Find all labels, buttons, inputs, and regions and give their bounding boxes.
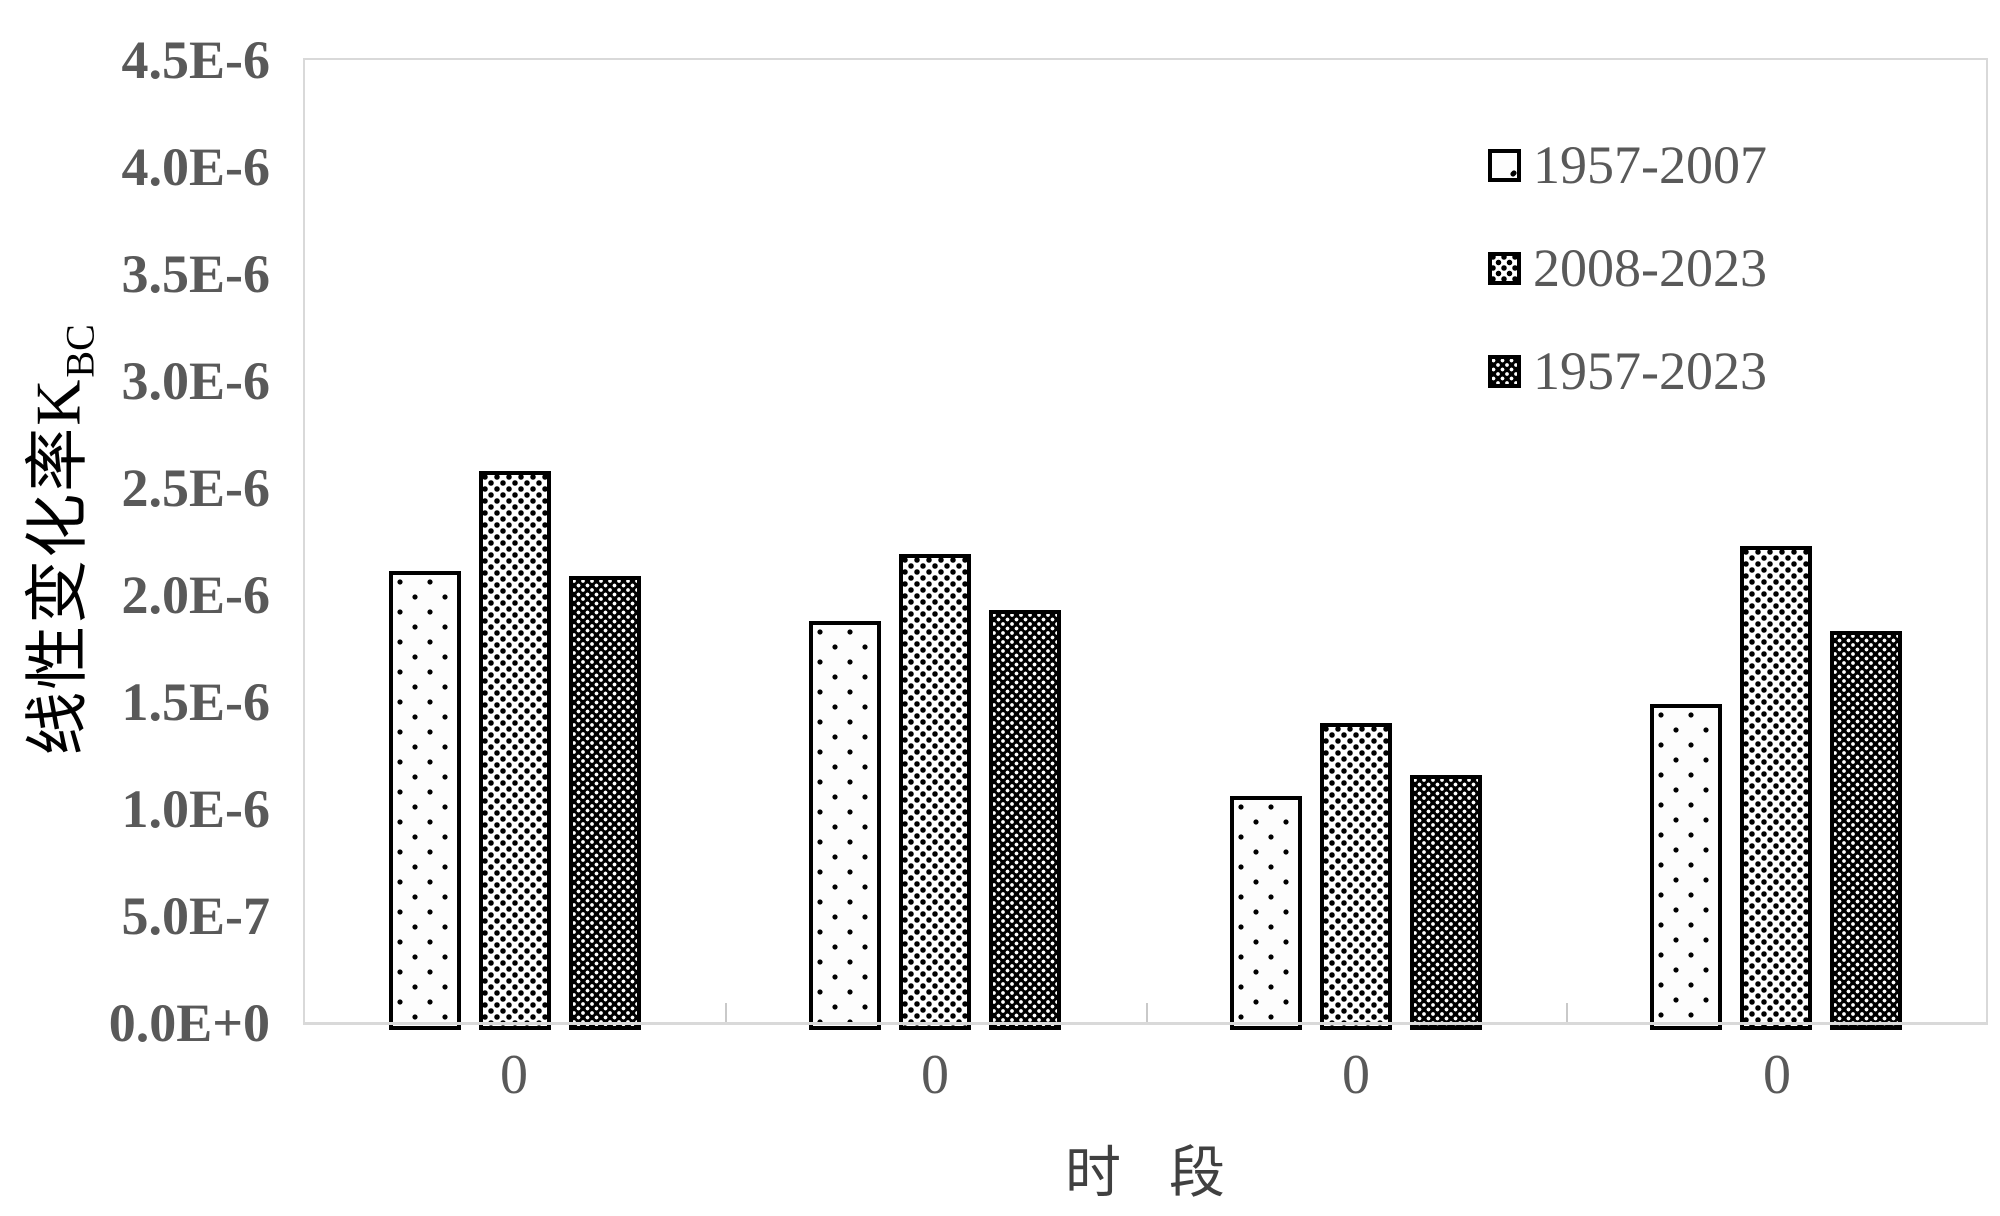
bar-1957-2023-group4: [1830, 631, 1902, 1030]
x-category-label: 0: [1763, 1044, 1791, 1106]
y-tick-label: 5.0E-7: [121, 886, 271, 946]
legend: 1957-2007 2008-2023 1957-2023: [1488, 136, 1767, 445]
legend-item-1957-2007: 1957-2007: [1488, 136, 1767, 194]
bar-1957-2007-group4: [1650, 704, 1722, 1030]
bar-1957-2007-group1: [389, 571, 461, 1030]
bars-layer: [305, 60, 1986, 1030]
x-category-label: 0: [500, 1044, 528, 1106]
y-tick-label: 1.0E-6: [121, 779, 271, 839]
legend-label: 1957-2007: [1533, 135, 1767, 195]
y-tick-label: 1.5E-6: [121, 672, 271, 732]
legend-item-1957-2023: 1957-2023: [1488, 342, 1767, 400]
bar-1957-2023-group1: [569, 576, 641, 1030]
y-tick-label: 4.0E-6: [121, 137, 271, 197]
y-tick-label: 3.0E-6: [121, 351, 271, 411]
x-axis-line: [303, 1022, 1988, 1025]
legend-item-2008-2023: 2008-2023: [1488, 239, 1767, 297]
legend-swatch-icon: [1488, 354, 1521, 388]
legend-swatch-icon: [1488, 251, 1521, 285]
bar-2008-2023-group2: [899, 554, 971, 1030]
x-axis-boundary-tick: [1146, 1003, 1148, 1023]
x-axis-boundary-tick: [725, 1003, 727, 1023]
y-tick-label: 0.0E+0: [108, 993, 270, 1053]
bar-2008-2023-group1: [479, 471, 551, 1030]
bar-1957-2007-group3: [1230, 796, 1302, 1030]
legend-label: 1957-2023: [1533, 341, 1767, 401]
bar-1957-2023-group3: [1410, 775, 1482, 1030]
y-tick-label: 3.5E-6: [121, 244, 271, 304]
y-axis-tick-labels: 0.0E+0 5.0E-7 1.0E-6 1.5E-6 2.0E-6 2.5E-6 3.0E…: [0, 0, 270, 1216]
x-axis-boundary-tick: [1566, 1003, 1568, 1023]
legend-label: 2008-2023: [1533, 238, 1767, 298]
y-tick-label: 2.0E-6: [121, 565, 271, 625]
x-category-label: 0: [1342, 1044, 1370, 1106]
legend-swatch-icon: [1488, 148, 1521, 182]
x-category-label: 0: [921, 1044, 949, 1106]
bar-1957-2023-group2: [989, 610, 1061, 1030]
bar-1957-2007-group2: [809, 621, 881, 1030]
bar-2008-2023-group4: [1740, 546, 1812, 1030]
y-tick-label: 2.5E-6: [121, 458, 271, 518]
bar-2008-2023-group3: [1320, 723, 1392, 1030]
x-axis-title: 时 段: [1065, 1143, 1225, 1205]
y-tick-label: 4.5E-6: [121, 30, 271, 90]
plot-area: [303, 58, 1988, 1030]
